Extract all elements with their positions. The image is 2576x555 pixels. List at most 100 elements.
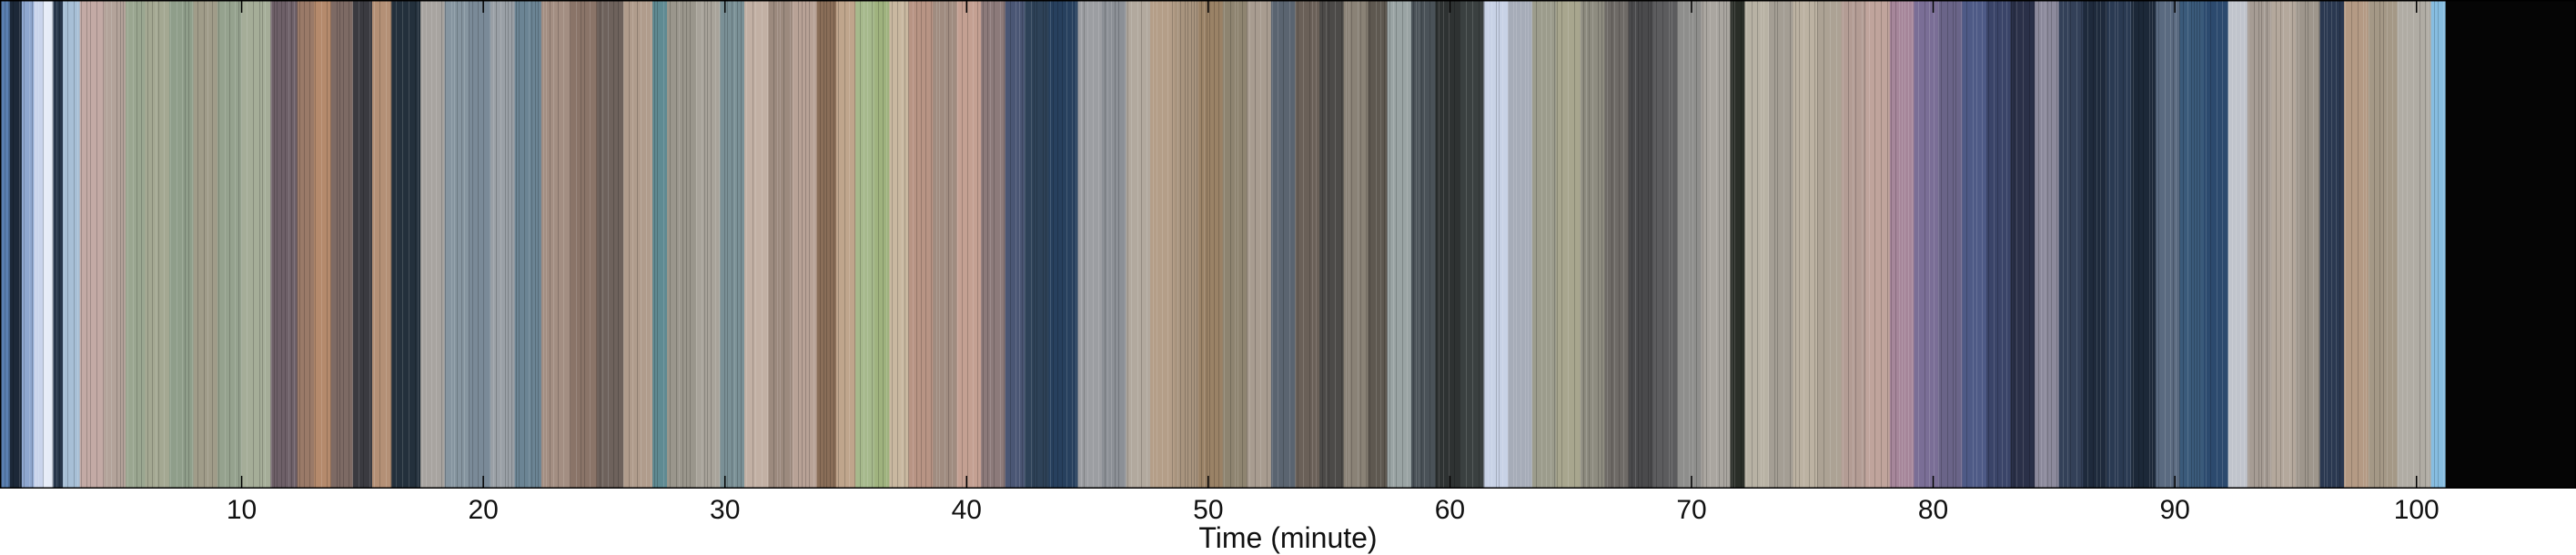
strip-texture-line — [1924, 0, 1925, 489]
strip-texture-line — [715, 0, 716, 489]
strip-texture-line — [663, 0, 664, 489]
strip-texture-line — [1439, 0, 1440, 489]
strip-texture-line — [2244, 0, 2245, 489]
strip-texture-line — [1057, 0, 1058, 489]
strip-texture-line — [369, 0, 370, 489]
x-tick-label: 100 — [2394, 495, 2440, 525]
strip-texture-line — [1436, 0, 1437, 489]
strip-texture-line — [2366, 0, 2367, 489]
strip-texture-line — [1393, 0, 1394, 489]
strip-texture-line — [1255, 0, 1256, 489]
strip-texture-line — [1496, 0, 1497, 489]
strip-texture-line — [81, 0, 82, 489]
strip-texture-line — [1050, 0, 1051, 489]
strip-texture-line — [1902, 0, 1903, 489]
strip-texture-line — [651, 0, 652, 489]
strip-texture-line — [637, 0, 638, 489]
strip-texture-line — [1774, 0, 1775, 489]
strip-texture-line — [1303, 0, 1304, 489]
strip-texture-line — [188, 0, 189, 489]
strip-texture-line — [849, 0, 850, 489]
strip-texture-line — [1961, 0, 1962, 489]
strip-texture-line — [1997, 0, 1998, 489]
strip-texture-line — [1531, 0, 1532, 489]
color-strip-segment — [1368, 0, 1388, 489]
strip-texture-line — [45, 0, 46, 489]
strip-texture-line — [294, 0, 295, 489]
strip-texture-line — [116, 0, 117, 489]
color-strip-segment — [104, 0, 126, 489]
strip-texture-line — [291, 0, 292, 489]
color-strip-segment — [1744, 0, 1770, 489]
strip-texture-line — [600, 0, 601, 489]
strip-texture-line — [1034, 0, 1035, 489]
strip-texture-line — [990, 0, 991, 489]
strip-texture-line — [679, 0, 680, 489]
strip-texture-line — [86, 0, 87, 489]
strip-texture-line — [212, 0, 213, 489]
strip-texture-line — [1836, 0, 1837, 489]
strip-texture-line — [2428, 0, 2429, 489]
strip-texture-line — [1177, 0, 1178, 489]
strip-texture-line — [2093, 0, 2094, 489]
strip-texture-line — [1072, 0, 1073, 489]
strip-texture-line — [90, 0, 91, 489]
color-strip-segment — [1556, 0, 1581, 489]
strip-texture-line — [13, 0, 14, 489]
strip-texture-line — [608, 0, 609, 489]
strip-texture-line — [2413, 0, 2414, 489]
color-strip-segment — [9, 0, 23, 489]
strip-texture-line — [783, 0, 784, 489]
strip-texture-line — [904, 0, 905, 489]
strip-texture-line — [524, 0, 525, 489]
strip-texture-line — [2324, 0, 2325, 489]
strip-texture-line — [1022, 0, 1023, 489]
strip-texture-line — [1891, 0, 1892, 489]
x-tick-label: 30 — [710, 495, 740, 525]
strip-texture-line — [1929, 0, 1930, 489]
strip-texture-line — [531, 0, 532, 489]
strip-texture-line — [1242, 0, 1243, 489]
strip-texture-line — [1066, 0, 1067, 489]
color-strip-segment — [2083, 0, 2108, 489]
strip-texture-line — [584, 0, 585, 489]
strip-texture-line — [185, 0, 186, 489]
strip-texture-line — [1761, 0, 1762, 489]
color-strip-segment — [2271, 0, 2297, 489]
strip-texture-line — [646, 0, 647, 489]
strip-texture-line — [2276, 0, 2277, 489]
strip-texture-line — [2081, 0, 2082, 489]
color-strip-segment — [1410, 0, 1436, 489]
strip-texture-line — [1167, 0, 1168, 489]
strip-texture-line — [225, 0, 226, 489]
strip-texture-line — [977, 0, 978, 489]
strip-texture-line — [550, 0, 551, 489]
strip-texture-line — [746, 0, 747, 489]
strip-texture-line — [2336, 0, 2337, 489]
strip-texture-line — [921, 0, 922, 489]
color-strip-segment — [469, 0, 491, 489]
color-strip-segment — [1247, 0, 1272, 489]
strip-texture-line — [1546, 0, 1547, 489]
strip-texture-line — [330, 0, 331, 489]
strip-texture-line — [493, 0, 494, 489]
strip-texture-line — [1904, 0, 1905, 489]
strip-texture-line — [563, 0, 564, 489]
strip-texture-line — [1185, 0, 1186, 489]
strip-texture-line — [1692, 0, 1693, 489]
strip-texture-line — [820, 0, 821, 489]
strip-texture-line — [141, 0, 142, 489]
strip-texture-line — [1312, 0, 1313, 489]
color-strip-segment — [1865, 0, 1891, 489]
color-strip-segment — [793, 0, 818, 489]
x-tick-label: 20 — [468, 495, 498, 525]
strip-texture-line — [464, 0, 465, 489]
color-strip-segment — [2445, 0, 2576, 489]
color-strip-segment — [1126, 0, 1151, 489]
strip-texture-line — [780, 0, 781, 489]
strip-texture-line — [802, 0, 803, 489]
strip-texture-line — [1973, 0, 1974, 489]
color-strip-segment — [1102, 0, 1127, 489]
color-strip-segment — [1222, 0, 1248, 489]
color-strip-segment — [330, 0, 354, 489]
